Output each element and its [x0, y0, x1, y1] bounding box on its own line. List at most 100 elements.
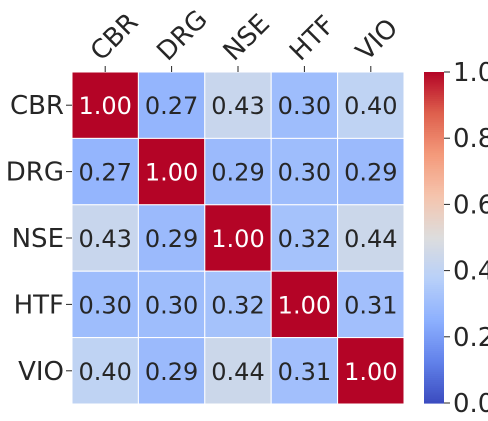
colorbar-segment [424, 98, 444, 102]
colorbar-segment [424, 131, 444, 135]
colorbar-segment [424, 293, 444, 297]
colorbar-segment [424, 150, 444, 154]
colorbar-segment [424, 351, 444, 354]
colorbar-segment [424, 247, 444, 251]
heatmap-cell [337, 204, 405, 272]
colorbar-segment [424, 239, 444, 243]
colorbar-segment [424, 258, 444, 261]
colorbar-segment [424, 177, 444, 181]
colorbar-segment [424, 206, 444, 210]
colorbar-segment [424, 194, 444, 197]
x-axis-labels: CBR DRG NSE HTF VIO [85, 5, 404, 72]
heatmap-cell [71, 71, 139, 139]
colorbar-segment [424, 357, 444, 361]
cell-value-label: 0.29 [211, 159, 264, 187]
cell-value-label: 0.30 [278, 159, 331, 187]
colorbar-segment [424, 90, 444, 94]
colorbar-segment [424, 187, 444, 191]
heatmap-cell [137, 337, 206, 405]
colorbar-segment [424, 136, 444, 139]
colorbar-segment [424, 349, 444, 352]
colorbar-segment [424, 134, 444, 137]
colorbar-segment [424, 328, 444, 332]
colorbar-segment [424, 400, 444, 404]
colorbar-segment [424, 111, 444, 114]
colorbar-segment [424, 316, 444, 319]
colorbar-segment [424, 340, 444, 344]
heatmap-cell [137, 204, 206, 272]
x-tick-label: VIO [351, 13, 405, 67]
colorbar-segment [424, 363, 444, 367]
cell-value-label: 0.29 [145, 358, 198, 386]
colorbar-segment [424, 74, 444, 77]
colorbar-segment [424, 311, 444, 315]
colorbar-segment [424, 158, 444, 162]
cell-value-label: 0.30 [78, 291, 131, 319]
heatmap-cell [204, 337, 272, 405]
cell-value-label: 1.00 [211, 225, 264, 253]
colorbar-segment [424, 167, 444, 170]
colorbar-segment [424, 119, 444, 123]
cell-value-label: 1.00 [78, 92, 131, 120]
colorbar-segment [424, 301, 444, 305]
heatmap-cell [71, 337, 139, 405]
colorbar-segment [424, 175, 444, 179]
colorbar-segment [424, 353, 444, 357]
heatmap-cell [71, 137, 139, 206]
colorbar-segment [424, 270, 444, 274]
colorbar-segment [424, 390, 444, 394]
y-tick-label: DRG [6, 158, 64, 188]
colorbar-segment [424, 291, 444, 294]
colorbar-segment [424, 314, 444, 317]
colorbar-segment [424, 388, 444, 392]
colorbar-segment [424, 276, 444, 280]
colorbar-segment [424, 386, 444, 390]
cell-value-label: 0.30 [278, 92, 331, 120]
colorbar-segment [424, 320, 444, 323]
colorbar-segment [424, 249, 444, 253]
cell-value-label: 0.29 [145, 225, 198, 253]
colorbar-segment [424, 208, 444, 212]
colorbar-segment [424, 225, 444, 228]
colorbar-segment [424, 181, 444, 185]
colorbar-segment [424, 231, 444, 234]
colorbar-segment [424, 376, 444, 379]
x-tick-label: NSE [218, 9, 276, 67]
colorbar-segment [424, 322, 444, 325]
cell-value-label: 0.29 [344, 159, 397, 187]
colorbar-segment [424, 365, 444, 369]
heatmap-cells [71, 71, 405, 405]
colorbar-segment [424, 297, 444, 301]
y-tick-label: HTF [14, 290, 64, 320]
colorbar-segment [424, 84, 444, 88]
colorbar-segment [424, 398, 444, 402]
colorbar-segment [424, 127, 444, 131]
colorbar-segment [424, 191, 444, 195]
cell-value-label: 0.32 [211, 291, 264, 319]
heatmap-cell [137, 71, 206, 139]
colorbar-segment [424, 218, 444, 222]
colorbar-segment [424, 324, 444, 328]
colorbar-segment [424, 355, 444, 359]
colorbar-segment [424, 295, 444, 299]
heatmap-cell [270, 204, 339, 272]
colorbar-segment [424, 140, 444, 143]
colorbar-segment [424, 78, 444, 81]
colorbar-tick-label: 0.6 [453, 190, 488, 220]
colorbar-segment [424, 283, 444, 286]
colorbar-segment [424, 152, 444, 156]
colorbar-segment [424, 289, 444, 292]
colorbar-segment [424, 330, 444, 334]
colorbar-segment [424, 266, 444, 270]
colorbar-segment [424, 142, 444, 146]
y-tick-label: NSE [12, 224, 64, 254]
colorbar-segment [424, 254, 444, 257]
colorbar-segment [424, 241, 444, 245]
heatmap-cell [204, 270, 272, 339]
colorbar-segment [424, 343, 444, 346]
cell-value-label: 0.27 [145, 92, 198, 120]
colorbar-segment [424, 227, 444, 230]
colorbar-segment [424, 378, 444, 381]
colorbar-segment [424, 183, 444, 187]
colorbar-segment [424, 107, 444, 110]
